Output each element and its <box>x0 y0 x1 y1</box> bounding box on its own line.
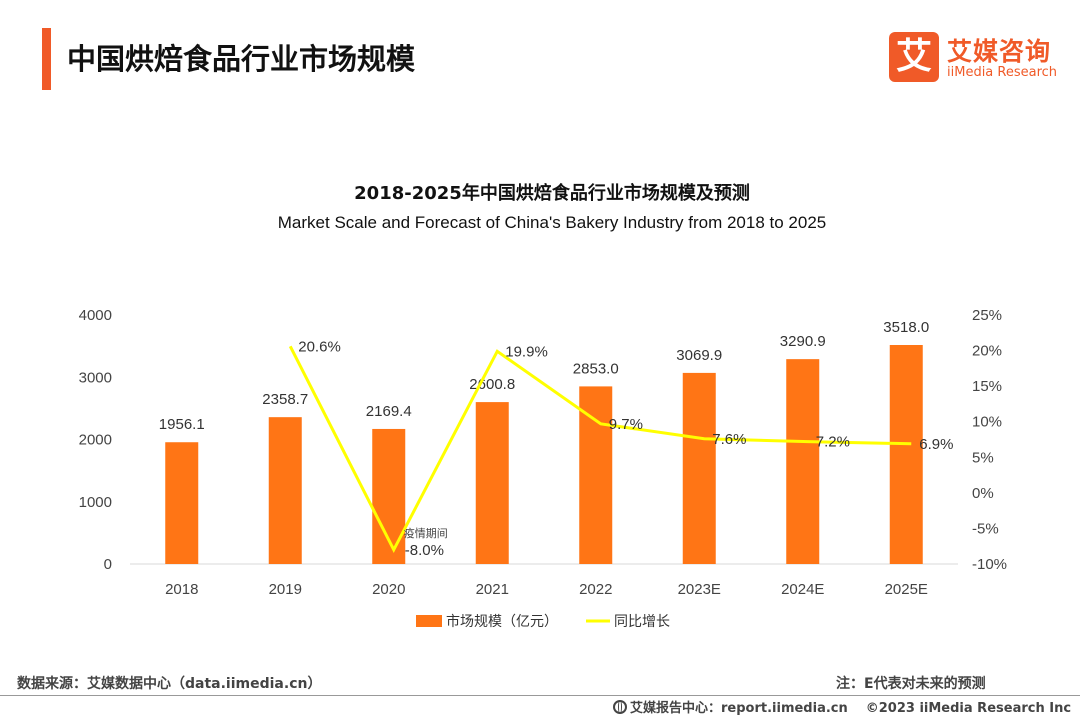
bar-value-label: 3069.9 <box>676 347 722 364</box>
x-tick-label: 2025E <box>885 581 928 598</box>
y-right-tick-label: 10% <box>972 414 1002 431</box>
legend-bar-label: 市场规模（亿元） <box>446 613 558 630</box>
legend-bar-swatch <box>416 615 442 627</box>
brand-logo: 艾 艾媒咨询 iiMedia Research <box>889 32 1059 82</box>
data-source: 数据来源：艾媒数据中心（data.iimedia.cn） <box>17 676 322 692</box>
y-left-tick-label: 1000 <box>79 494 112 511</box>
y-right-tick-label: 0% <box>972 485 994 502</box>
growth-value-label: 20.6% <box>298 338 341 355</box>
chart-title: 2018-2025年中国烘焙食品行业市场规模及预测 <box>354 183 750 204</box>
report-center: 艾媒报告中心：report.iimedia.cn <box>630 701 848 716</box>
bar <box>889 345 923 564</box>
bar-value-label: 1956.1 <box>159 416 205 433</box>
bar <box>165 442 199 564</box>
growth-value-label: -8.0% <box>405 542 444 559</box>
y-right-tick-label: -5% <box>972 520 999 537</box>
growth-value-label: 19.9% <box>505 343 548 360</box>
annotation-label: 疫情期间 <box>404 526 448 540</box>
bar <box>579 386 613 564</box>
x-tick-label: 2022 <box>579 581 612 598</box>
legend-line-label: 同比增长 <box>614 614 670 630</box>
title-accent-bar <box>42 28 51 90</box>
x-tick-label: 2020 <box>372 581 405 598</box>
bar <box>786 359 820 564</box>
footer-bottom: 艾媒报告中心：report.iimedia.cn ©2023 iiMedia Re… <box>613 697 1071 716</box>
growth-line <box>288 345 912 554</box>
globe-icon <box>613 700 627 714</box>
y-right-tick-label: 15% <box>972 378 1002 395</box>
growth-value-label: 7.6% <box>712 431 746 448</box>
bar-value-label: 3518.0 <box>883 319 929 336</box>
y-left-tick-label: 3000 <box>79 369 112 386</box>
y-left-tick-label: 0 <box>104 556 112 573</box>
y-right-tick-label: 25% <box>972 307 1002 324</box>
x-tick-label: 2023E <box>678 581 721 598</box>
page-title: 中国烘焙食品行业市场规模 <box>67 42 416 76</box>
bar <box>268 417 302 564</box>
y-right-tick-label: -10% <box>972 556 1007 573</box>
copyright: ©2023 iiMedia Research Inc <box>865 701 1072 716</box>
bar <box>475 402 509 564</box>
logo-chinese-name: 艾媒咨询 <box>947 37 1052 66</box>
bar <box>682 372 716 564</box>
chart-subtitle: Market Scale and Forecast of China's Bak… <box>277 213 827 232</box>
bar-value-label: 2853.0 <box>573 360 619 377</box>
x-tick-label: 2019 <box>269 581 302 598</box>
x-tick-label: 2018 <box>165 581 198 598</box>
bar <box>372 428 406 564</box>
y-right-tick-label: 5% <box>972 449 994 466</box>
y-right-tick-label: 20% <box>972 343 1002 360</box>
bar-value-label: 3290.9 <box>780 333 826 350</box>
x-tick-label: 2024E <box>781 581 824 598</box>
forecast-note: 注：E代表对未来的预测 <box>836 676 986 692</box>
bar-value-label: 2169.4 <box>366 403 412 420</box>
growth-value-label: 7.2% <box>816 434 850 451</box>
growth-value-label: 9.7% <box>609 416 643 433</box>
y-left-tick-label: 2000 <box>79 432 112 449</box>
footer-divider <box>0 695 1080 696</box>
bar-value-label: 2358.7 <box>262 391 308 408</box>
y-left-tick-label: 4000 <box>79 307 112 324</box>
x-tick-label: 2021 <box>476 581 509 598</box>
logo-english-name: iiMedia Research <box>947 65 1058 80</box>
growth-value-label: 6.9% <box>919 436 953 453</box>
logo-mark: 艾 <box>889 32 939 82</box>
